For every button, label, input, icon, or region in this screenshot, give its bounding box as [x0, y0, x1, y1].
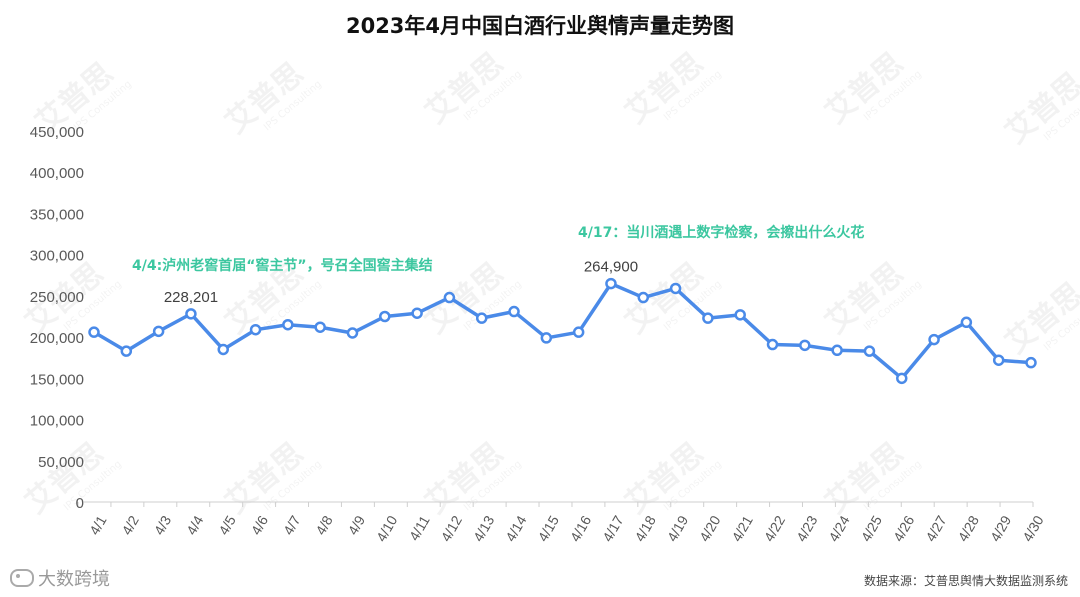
- y-tick-label: 50,000: [38, 454, 84, 471]
- x-tick-label: 4/15: [534, 513, 562, 545]
- data-point: [669, 282, 682, 295]
- annotation-text: 4/17：当川酒遇上数字检察，会擦出什么火花: [578, 224, 864, 241]
- data-point: [88, 326, 100, 338]
- data-point: [960, 316, 973, 329]
- x-tick-label: 4/10: [373, 513, 401, 545]
- x-tick-label: 4/24: [825, 513, 853, 545]
- data-point: [605, 277, 617, 290]
- brand-text: 大数跨境: [38, 569, 110, 590]
- data-point: [928, 333, 940, 346]
- x-tick-label: 4/9: [345, 513, 369, 538]
- data-point: [120, 345, 133, 357]
- data-point: [346, 327, 359, 339]
- annotation-text: 4/4:泸州老窖首届“窖主节”，号召全国窖主集结: [132, 257, 433, 274]
- data-point: [992, 354, 1005, 366]
- x-tick-label: 4/30: [1019, 513, 1047, 545]
- data-point: [734, 309, 746, 321]
- x-tick-label: 4/13: [470, 513, 498, 545]
- x-tick-label: 4/26: [890, 513, 918, 545]
- y-tick-label: 200,000: [30, 330, 84, 347]
- x-tick-label: 4/22: [761, 513, 789, 545]
- data-point: [702, 312, 714, 324]
- data-point: [896, 372, 908, 385]
- data-point: [1025, 356, 1037, 369]
- data-point: [637, 291, 650, 304]
- data-point: [540, 332, 553, 344]
- data-point: [379, 310, 391, 323]
- x-tick-label: 4/1: [86, 513, 110, 538]
- y-tick-label: 450,000: [30, 124, 84, 141]
- data-point: [185, 308, 197, 320]
- x-tick-label: 4/11: [406, 513, 433, 544]
- x-tick-label: 4/2: [118, 513, 142, 538]
- x-tick-label: 4/6: [248, 513, 272, 538]
- y-tick-label: 300,000: [30, 248, 84, 265]
- x-tick-label: 4/4: [183, 513, 207, 538]
- x-tick-label: 4/23: [793, 513, 821, 545]
- chart-title: 2023年4月中国白酒行业舆情声量走势图: [345, 14, 735, 38]
- data-point: [217, 343, 229, 356]
- series-line: [93, 281, 1032, 381]
- x-tick-label: 4/18: [631, 513, 659, 545]
- x-tick-label: 4/20: [696, 513, 724, 545]
- x-tick-label: 4/16: [567, 513, 595, 545]
- x-tick-label: 4/14: [502, 513, 530, 545]
- data-source: 数据来源：艾普思舆情大数据监测系统: [863, 574, 1068, 588]
- data-label: 264,900: [584, 259, 638, 276]
- data-point: [831, 344, 843, 357]
- x-tick-label: 4/8: [312, 513, 336, 538]
- data-point: [766, 338, 779, 351]
- data-point: [282, 318, 294, 331]
- brand-logo: 大数跨境: [10, 565, 110, 591]
- y-tick-label: 350,000: [30, 206, 84, 223]
- data-point: [572, 326, 585, 338]
- y-tick-label: 100,000: [30, 413, 84, 430]
- data-point: [475, 312, 488, 324]
- y-tick-label: 400,000: [30, 165, 84, 182]
- x-tick-label: 4/28: [955, 513, 983, 545]
- x-tick-label: 4/7: [280, 513, 304, 538]
- data-point: [249, 323, 262, 336]
- data-point: [863, 345, 876, 357]
- y-tick-label: 0: [76, 495, 84, 512]
- data-point: [152, 325, 165, 338]
- y-tick-label: 250,000: [30, 289, 84, 306]
- x-tick-label: 4/29: [987, 513, 1015, 545]
- x-tick-label: 4/12: [438, 513, 466, 545]
- x-tick-label: 4/3: [151, 513, 175, 538]
- data-point: [314, 321, 326, 333]
- data-label: 228,201: [164, 289, 218, 306]
- data-point: [799, 339, 811, 352]
- x-tick-label: 4/25: [858, 513, 886, 545]
- x-tick-label: 4/27: [922, 513, 950, 545]
- x-tick-label: 4/17: [599, 513, 627, 545]
- data-point: [443, 291, 456, 304]
- x-tick-label: 4/5: [215, 513, 239, 538]
- data-point: [508, 305, 520, 318]
- brand-icon: [10, 569, 34, 587]
- y-tick-label: 150,000: [30, 371, 84, 388]
- data-point: [411, 307, 423, 319]
- x-tick-label: 4/21: [728, 513, 756, 545]
- x-tick-label: 4/19: [664, 513, 692, 545]
